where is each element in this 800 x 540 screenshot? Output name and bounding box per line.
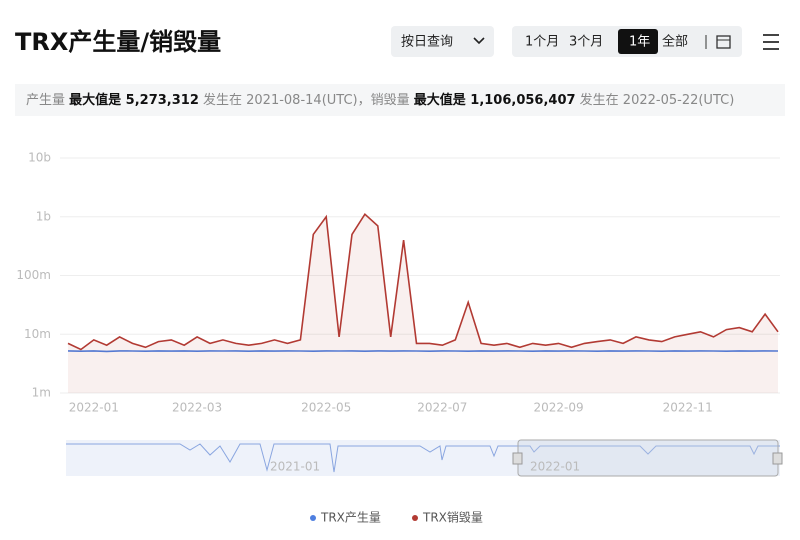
range-button[interactable]: 3个月 xyxy=(569,35,603,50)
dropdown-arrow xyxy=(473,37,485,45)
summary-segment: 最大值是 5,273,312 xyxy=(69,92,199,108)
legend-label[interactable]: TRX销毁量 xyxy=(422,510,483,525)
query-mode[interactable]: 按日查询 xyxy=(401,35,453,50)
x-tick-label: 2022-05 xyxy=(301,401,351,415)
summary-segment: 发生在 2021-08-14(UTC)， xyxy=(199,92,371,108)
summary-segment: 发生在 2022-05-22(UTC) xyxy=(576,92,735,108)
x-tick-label: 2022-07 xyxy=(417,401,467,415)
navigator-handle[interactable] xyxy=(772,452,783,465)
summary-segment: 销毁量 xyxy=(371,93,414,108)
summary: 产生量 最大值是 5,273,312 发生在 2021-08-14(UTC)，销… xyxy=(26,92,734,108)
plot: 1m 10m 100m 1b 10b 2022-01 2022-03 2022-05 2022-… xyxy=(16,151,780,415)
y-tick-label: 100m xyxy=(16,268,51,282)
x-tick-label: 2022-03 xyxy=(172,401,222,415)
calendar-icon[interactable] xyxy=(716,35,731,49)
range-button[interactable]: 1年 xyxy=(629,35,650,50)
legend: TRX产生量 TRX销毁量 xyxy=(310,510,483,525)
range-active[interactable] xyxy=(618,29,658,54)
summary-segment: 产生量 xyxy=(26,93,69,108)
x-tick-label: 2022-09 xyxy=(533,401,583,415)
navigator-handle[interactable] xyxy=(512,452,523,465)
area xyxy=(68,214,778,393)
navigator-label: 2022-01 xyxy=(530,460,580,474)
line xyxy=(67,350,779,353)
y-tick-label: 1m xyxy=(32,386,51,400)
legend-marker xyxy=(412,515,418,521)
range-button[interactable]: 1个月 xyxy=(525,35,559,50)
summary-bar xyxy=(15,84,785,116)
title: TRX产生量/销毁量 xyxy=(15,28,221,56)
y-tick-label: 10m xyxy=(24,327,51,341)
line xyxy=(67,212,779,351)
legend-marker xyxy=(310,515,316,521)
navigator-label: 2021-01 xyxy=(270,460,320,474)
legend-label[interactable]: TRX产生量 xyxy=(320,511,381,525)
range-button[interactable]: 全部 xyxy=(662,34,688,50)
range-buttons: 1个月 3个月 1年 全部 xyxy=(525,29,688,54)
query-dropdown[interactable] xyxy=(391,26,494,57)
menu-icon[interactable] xyxy=(763,34,779,50)
y-tick-label: 10b xyxy=(28,151,51,165)
summary-segment: 最大值是 1,106,056,407 xyxy=(414,92,576,108)
y-tick-label: 1b xyxy=(36,209,51,223)
x-tick-label: 2022-01 xyxy=(69,401,119,415)
x-tick-label: 2022-11 xyxy=(663,401,713,415)
navigator-line xyxy=(66,443,780,473)
